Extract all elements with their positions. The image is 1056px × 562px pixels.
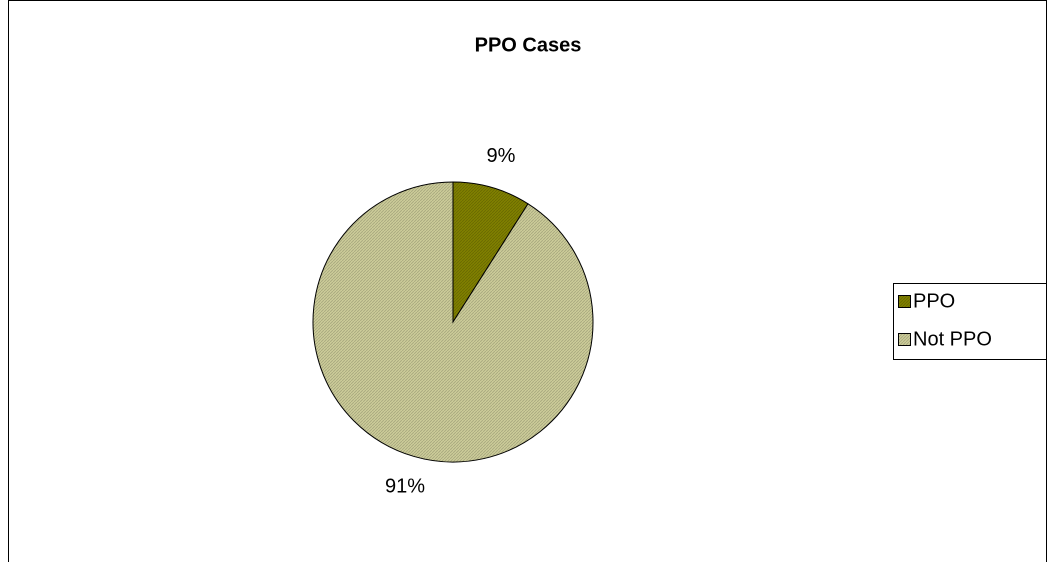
legend-label: PPO <box>913 290 955 312</box>
data-label: 9% <box>487 145 516 167</box>
legend-label: Not PPO <box>913 328 992 350</box>
slice-hatch <box>453 182 529 322</box>
legend-swatch-hatch <box>898 295 911 308</box>
legend-swatch-hatch <box>898 333 911 346</box>
chart-title: PPO Cases <box>475 34 582 56</box>
slice-hatch <box>312 182 593 463</box>
legend <box>893 283 1047 360</box>
data-label: 91% <box>385 475 425 497</box>
